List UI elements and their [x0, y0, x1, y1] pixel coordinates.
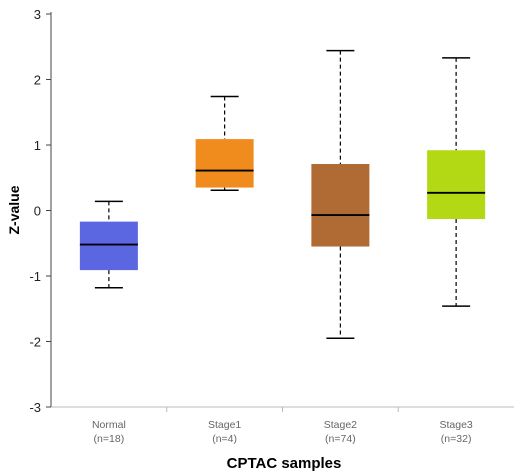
box-normal [79, 200, 138, 289]
category-n-label: (n=74) [325, 433, 356, 445]
y-tick-label: -2 [29, 335, 41, 350]
iqr-box [311, 163, 370, 247]
category-n-label: (n=4) [212, 433, 237, 445]
boxplot-marks [79, 49, 486, 339]
category-n-label: (n=18) [94, 433, 125, 445]
category-name-label: Stage1 [208, 419, 241, 431]
box-stage3 [427, 57, 486, 307]
category-name-label: Stage3 [439, 419, 472, 431]
iqr-box [195, 139, 254, 188]
category-name-label: Normal [92, 419, 126, 431]
y-tick-label: 1 [34, 138, 41, 153]
y-tick-label: -3 [29, 400, 41, 415]
iqr-box [79, 221, 138, 271]
y-axis-title: Z-value [6, 185, 22, 234]
y-tick-label: 3 [34, 7, 41, 22]
box-stage1 [195, 95, 254, 191]
category-name-label: Stage2 [324, 419, 357, 431]
category-labels: Normal (n=18) Stage1 (n=4) Stage2 (n=74) Stage… [92, 419, 473, 445]
x-axis-title: CPTAC samples [227, 455, 342, 472]
y-tick-label: 0 [34, 204, 41, 219]
y-tick-label: 2 [34, 73, 41, 88]
category-n-label: (n=32) [441, 433, 472, 445]
y-tick-label: -1 [29, 269, 41, 284]
axes: -3 -2 -1 0 1 2 3 [29, 7, 514, 415]
box-stage2 [311, 49, 370, 339]
iqr-box [427, 150, 486, 220]
